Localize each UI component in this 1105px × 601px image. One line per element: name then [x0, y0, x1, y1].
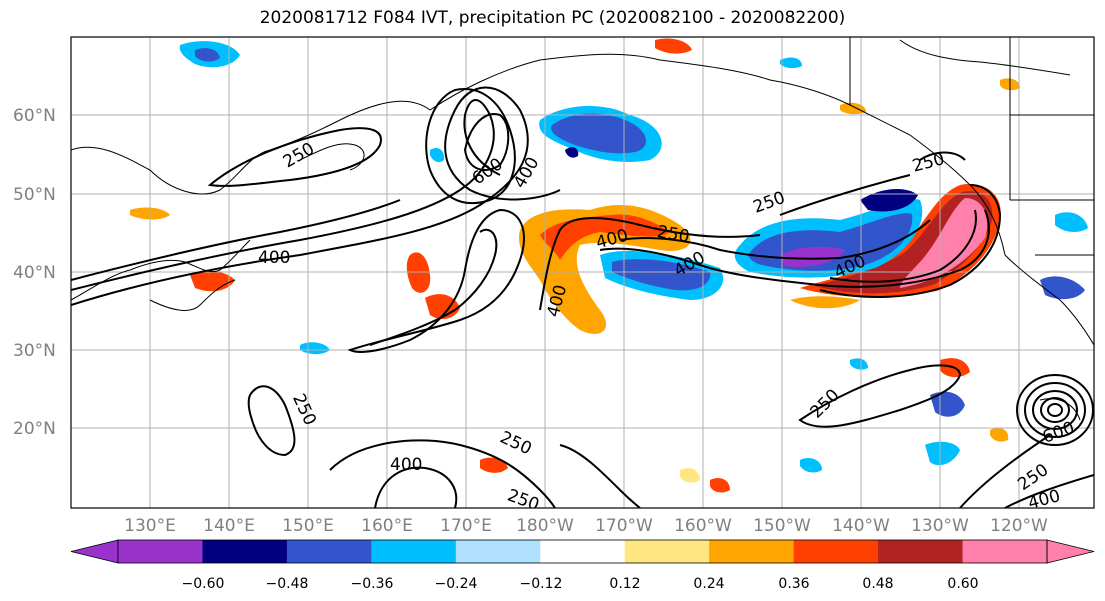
graticule	[71, 37, 1094, 508]
map-title: 2020081712 F084 IVT, precipitation PC (2…	[259, 8, 846, 28]
colorbar-tick: −0.60	[182, 576, 225, 592]
colorbar-tick: 0.12	[609, 576, 640, 592]
lon-label: 170°E	[440, 516, 492, 536]
lon-label: 130°E	[124, 516, 176, 536]
colorbar	[70, 539, 1095, 564]
colorbar-segment	[371, 540, 457, 563]
colorbar-tick: 0.36	[778, 576, 809, 592]
colorbar-tick: 0.48	[862, 576, 893, 592]
political-boundaries	[849, 37, 1094, 256]
lat-label: 60°N	[13, 106, 56, 126]
contour-label: 400	[390, 455, 422, 475]
colorbar-segment	[709, 540, 795, 563]
colorbar-segment	[962, 540, 1048, 563]
lon-label: 150°W	[753, 516, 811, 536]
lat-label: 50°N	[13, 185, 56, 205]
colorbar-segment	[878, 540, 964, 563]
colorbar-tick: −0.48	[266, 576, 309, 592]
colorbar-extend-low	[70, 539, 119, 564]
ivt-contours	[71, 86, 1094, 508]
colorbar-segment	[624, 540, 710, 563]
lat-label: 40°N	[13, 263, 56, 283]
colorbar-border	[117, 539, 1048, 564]
colorbar-tick: −0.36	[351, 576, 394, 592]
lon-label: 140°W	[832, 516, 890, 536]
colorbar-tick: 0.60	[947, 576, 978, 592]
longitude-labels: 130°E 140°E 150°E 160°E 170°E 180°W 170°…	[124, 516, 1048, 536]
colorbar-extend-high	[1046, 539, 1095, 564]
map-border	[70, 36, 1095, 509]
lon-label: 160°W	[674, 516, 732, 536]
contour-label: 400	[258, 248, 290, 268]
colorbar-segment	[286, 540, 372, 563]
contour-label: 400	[1026, 486, 1063, 514]
colorbar-segment	[540, 540, 626, 563]
colorbar-tick: −0.24	[435, 576, 478, 592]
colorbar-tick: −0.12	[520, 576, 563, 592]
lon-label: 150°E	[282, 516, 334, 536]
colorbar-segment	[118, 540, 203, 563]
lon-label: 170°W	[595, 516, 653, 536]
lat-label: 30°N	[13, 341, 56, 361]
latitude-labels: 60°N 50°N 40°N 30°N 20°N	[13, 106, 56, 439]
lat-label: 20°N	[13, 419, 56, 439]
precip-shading	[130, 38, 1088, 493]
colorbar-ticks: −0.60 −0.48 −0.36 −0.24 −0.12 0.12 0.24 …	[182, 576, 979, 592]
colorbar-tick: 0.24	[693, 576, 724, 592]
colorbar-segment	[793, 540, 879, 563]
lon-label: 160°E	[361, 516, 413, 536]
colorbar-segment	[455, 540, 541, 563]
lon-label: 140°E	[203, 516, 255, 536]
colorbar-segment	[202, 540, 288, 563]
lon-label: 130°W	[911, 516, 969, 536]
lon-label: 180°W	[516, 516, 574, 536]
lon-label: 120°W	[990, 516, 1048, 536]
